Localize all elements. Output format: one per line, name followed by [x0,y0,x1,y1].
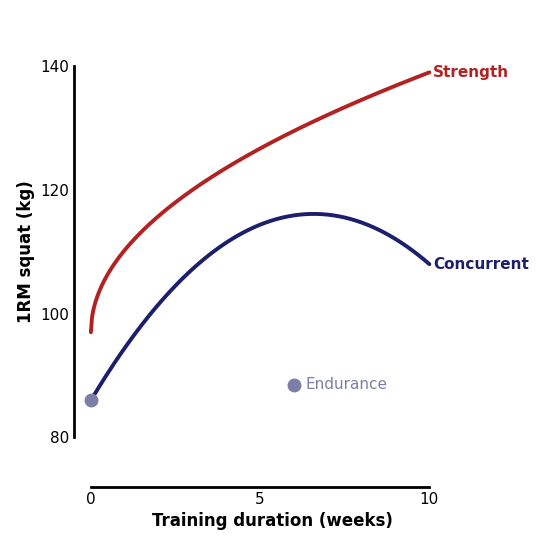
Text: Concurrent: Concurrent [433,257,529,272]
Text: Strength: Strength [433,65,509,80]
X-axis label: Training duration (weeks): Training duration (weeks) [151,513,393,531]
Y-axis label: 1RM squat (kg): 1RM squat (kg) [17,181,35,323]
Text: Endurance: Endurance [306,377,388,392]
